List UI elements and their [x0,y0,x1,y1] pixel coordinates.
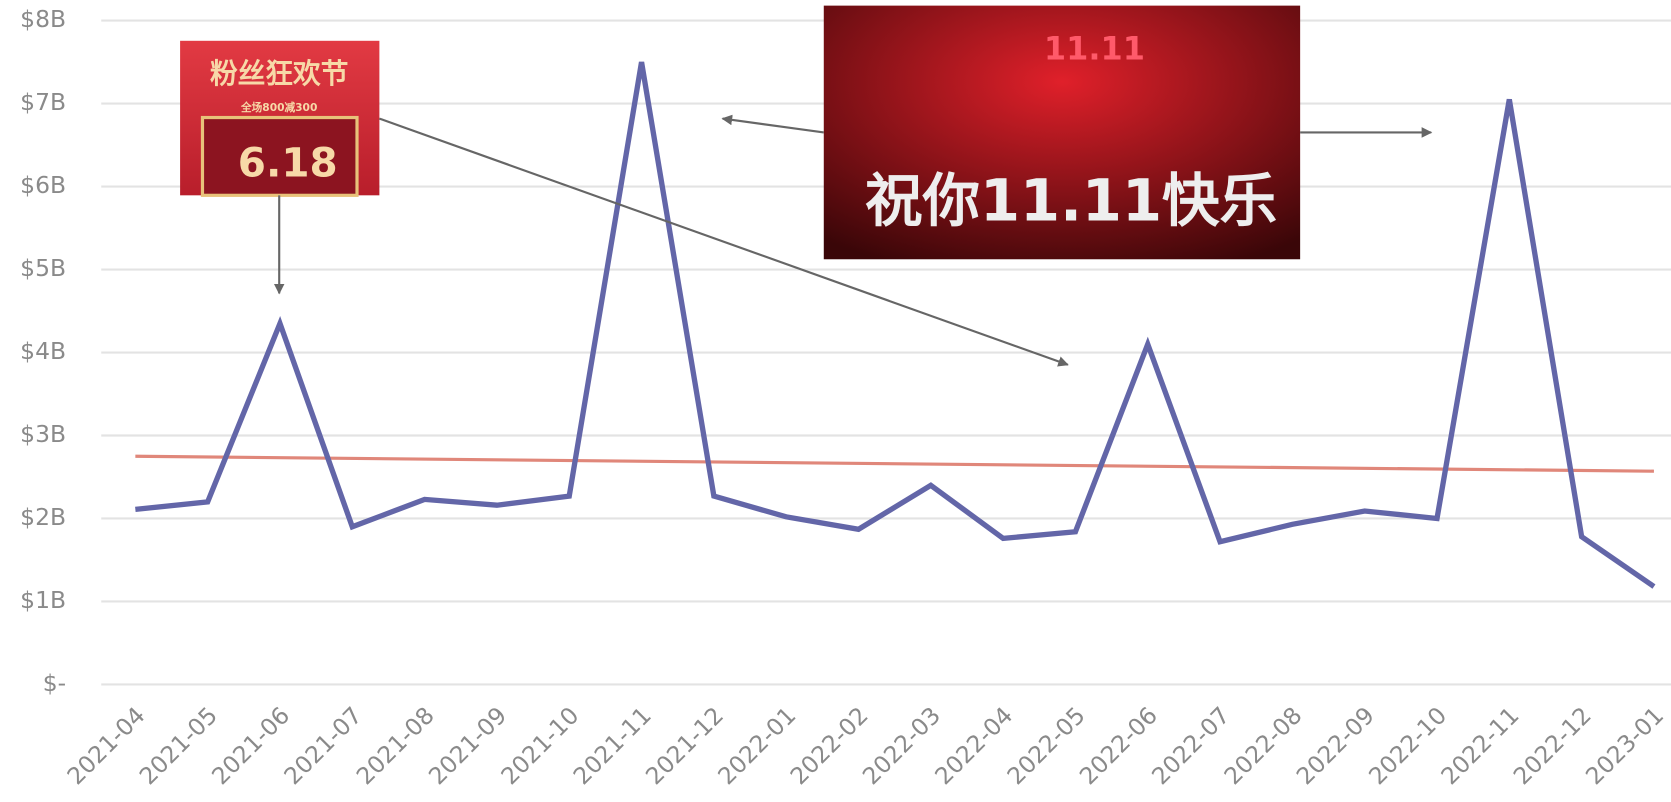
x-tick-label: 2021-09 [423,701,512,790]
x-tick-label: 2021-07 [278,701,367,790]
x-tick-label: 2022-03 [857,701,946,790]
image-1111: 11.11 祝你11.11快乐 [824,6,1300,260]
x-tick-label: 2022-10 [1363,701,1452,790]
y-tick-label: $4B [20,337,66,365]
image-text: 粉丝狂欢节 [210,57,348,90]
x-tick-label: 2023-01 [1580,701,1669,790]
arrow [723,119,824,133]
x-tick-label: 2022-12 [1508,701,1597,790]
y-tick-label: $5B [20,254,66,282]
x-tick-label: 2022-05 [1002,701,1091,790]
y-tick-label: $2B [20,503,66,531]
x-tick-label: 2022-07 [1146,701,1235,790]
y-tick-label: $1B [20,586,66,614]
image-text: 全场800减300 [240,101,317,114]
y-tick-label: $8B [20,5,66,33]
x-tick-label: 2021-11 [568,701,657,790]
page: {"chart_data": { "type": "line", "catego… [0,0,1671,802]
chart: $- $1B $2B $3B $4B $5B $6B $7B $8B 2021-042021-05… [0,0,1671,802]
y-tick-label: $7B [20,88,66,116]
y-tick-label: $6B [20,171,66,199]
x-tick-label: 2022-08 [1219,701,1308,790]
x-tick-label: 2022-04 [929,701,1018,790]
x-tick-label: 2021-06 [206,701,295,790]
x-tick-label: 2021-10 [495,701,584,790]
x-tick-label: 2022-09 [1291,701,1380,790]
x-tick-label: 2021-12 [640,701,729,790]
x-tick-label: 2021-04 [62,701,151,790]
image-text: 祝你11.11快乐 [865,168,1277,235]
trend-line [135,456,1654,471]
image-618: 粉丝狂欢节 全场800减300 6.18 [180,41,379,196]
x-tick-label: 2021-08 [351,701,440,790]
y-tick-label: $- [43,669,66,697]
x-tick-label: 2022-01 [712,701,801,790]
image-text: 11.11 [1044,29,1145,67]
x-tick-label: 2021-05 [134,701,223,790]
image-text: 6.18 [238,138,338,186]
x-tick-label: 2022-06 [1074,701,1163,790]
x-tick-label: 2022-11 [1436,701,1525,790]
x-tick-label: 2022-02 [785,701,874,790]
y-tick-label: $3B [20,420,66,448]
